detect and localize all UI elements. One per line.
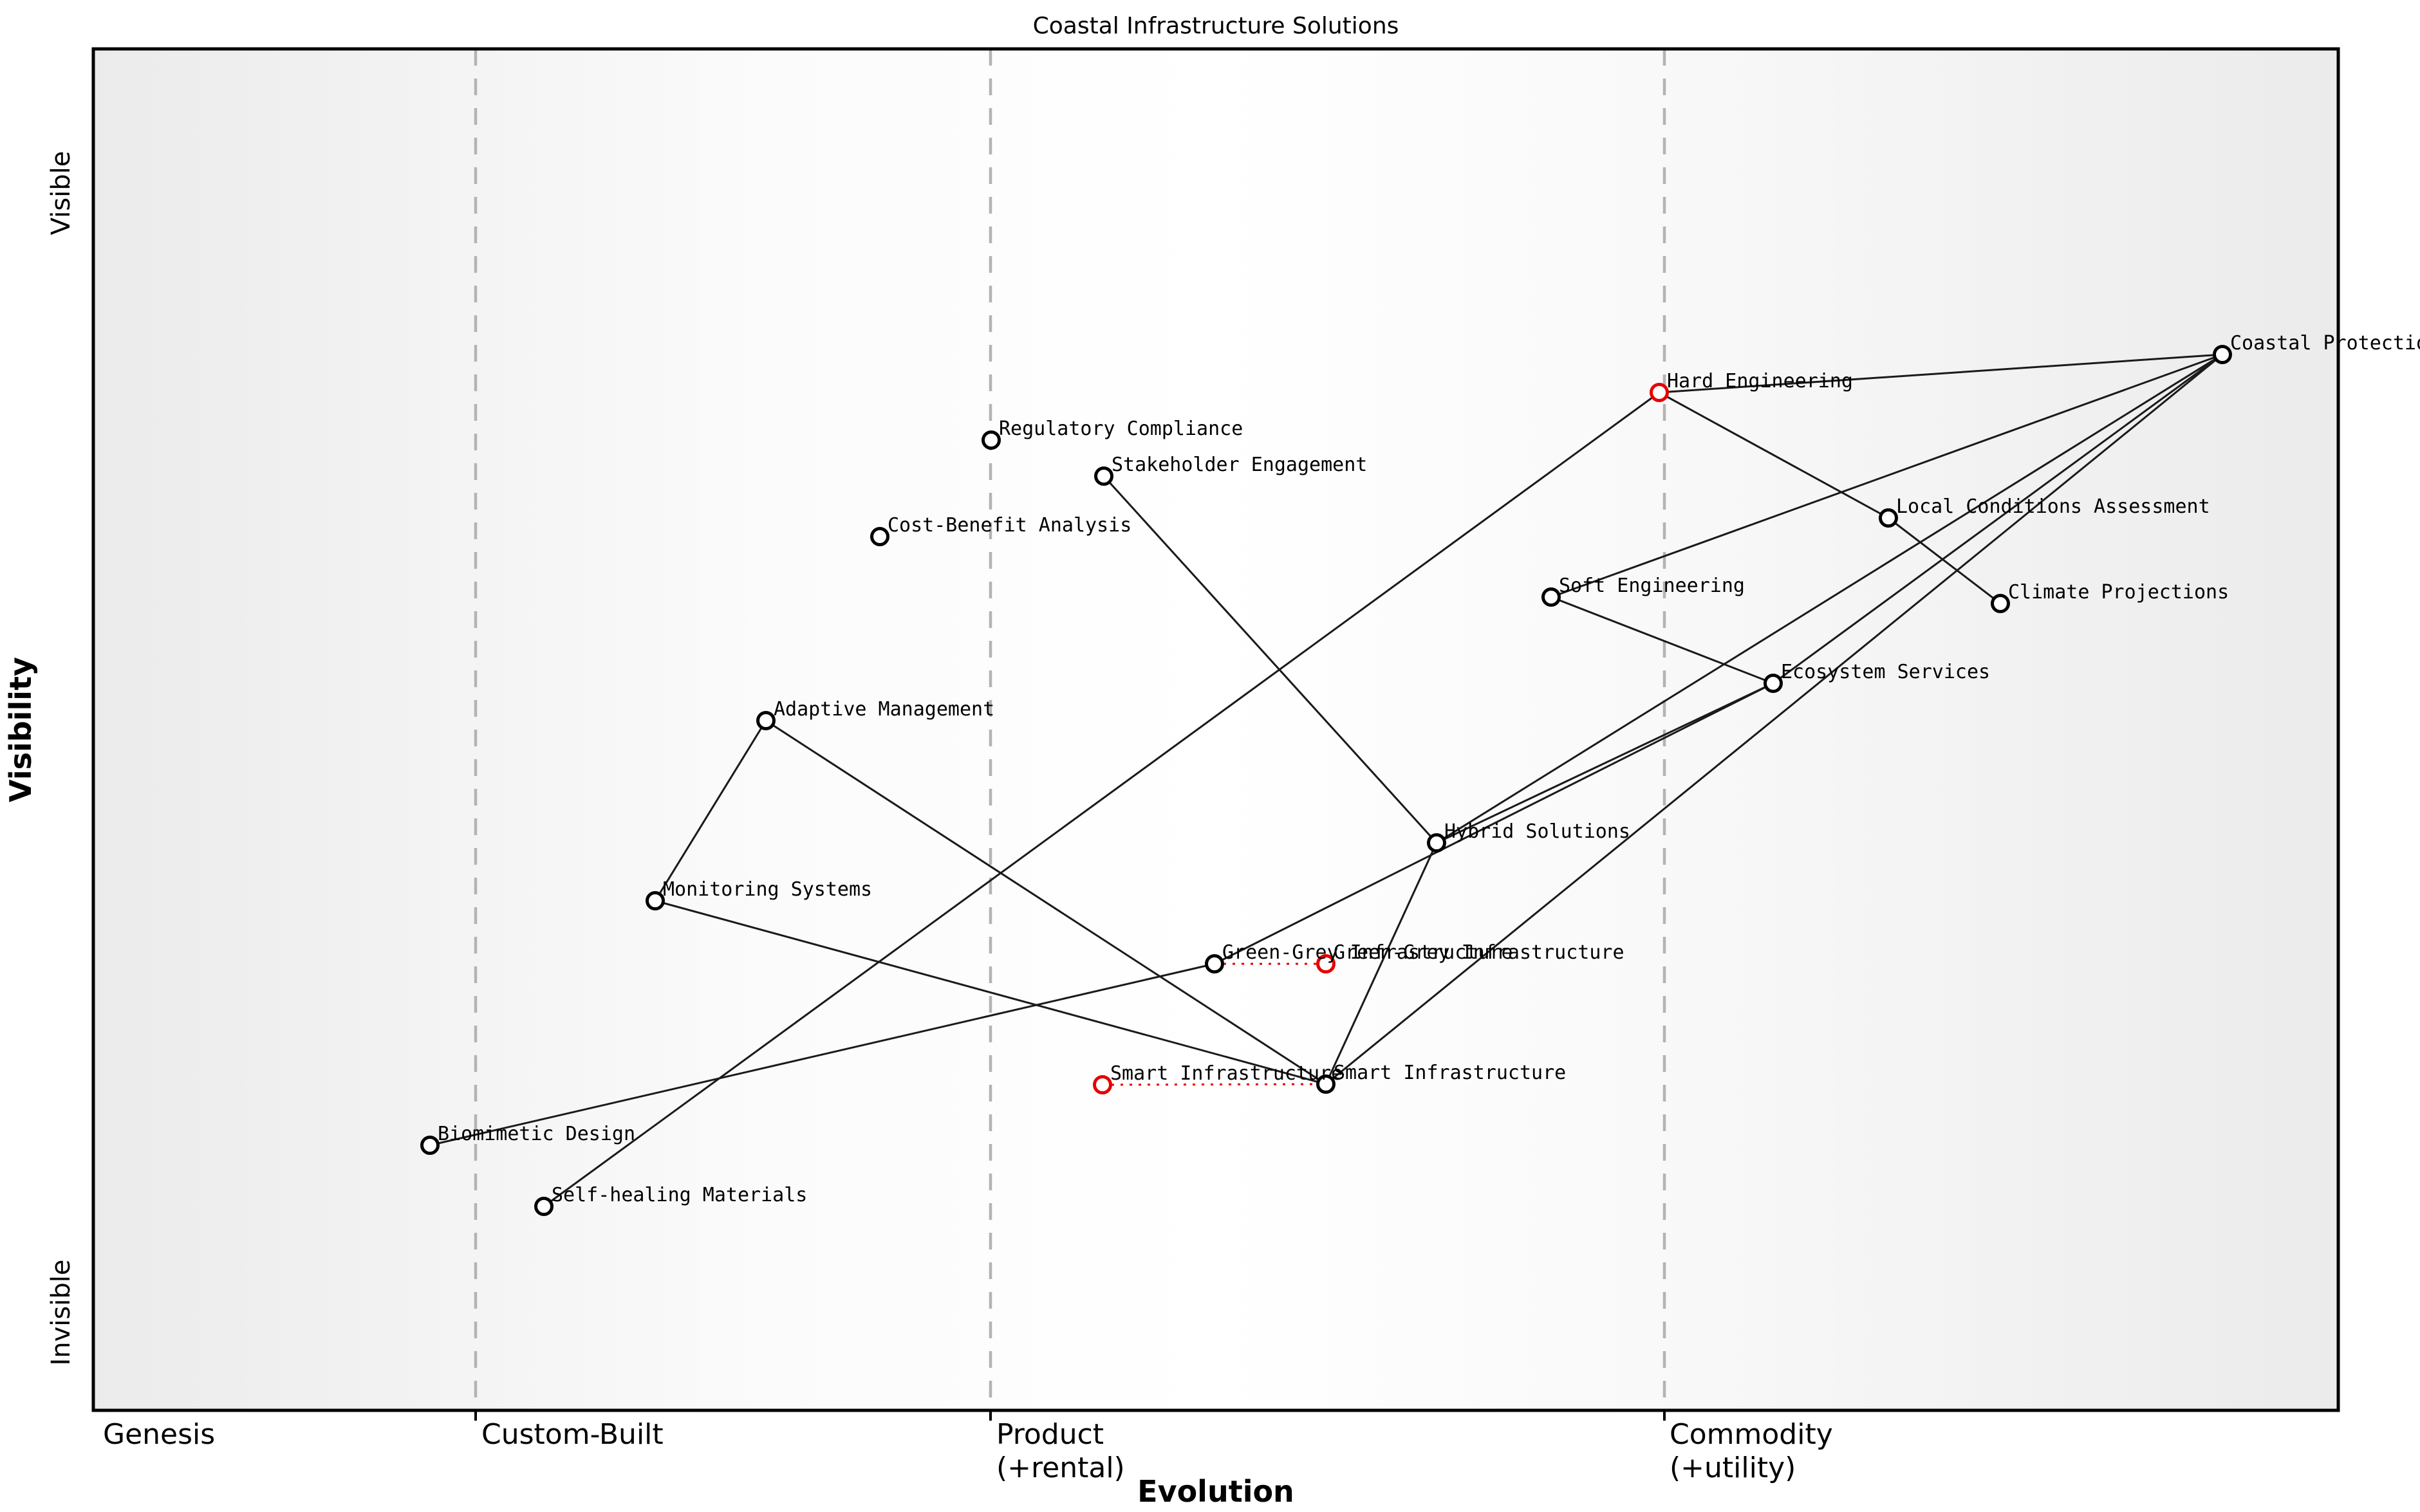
map-title: Coastal Infrastructure Solutions xyxy=(1033,13,1399,39)
y-axis-visible-label: Visible xyxy=(46,151,76,235)
node-label-self-healing-materials: Self-healing Materials xyxy=(552,1184,807,1206)
node-self-healing-materials xyxy=(534,1197,554,1216)
node-label-ecosystem-services: Ecosystem Services xyxy=(1781,661,1990,683)
node-local-conditions-assessment xyxy=(1879,508,1898,528)
node-smart-infrastructure xyxy=(1316,1074,1336,1094)
node-label-monitoring-systems: Monitoring Systems xyxy=(663,878,872,901)
node-label-regulatory-compliance: Regulatory Compliance xyxy=(999,418,1243,440)
evolution-stage-labels: Genesis Custom-Built Product(+rental) Commo… xyxy=(103,1418,1833,1484)
y-axis-title: Visibility xyxy=(3,657,38,802)
edge-coastal-protection--hybrid-solutions xyxy=(1436,353,2223,844)
node-green-grey-infrastructure-evolved xyxy=(1316,954,1336,973)
edge-coastal-protection--ecosystem-services xyxy=(1773,353,2223,685)
node-label-local-conditions-assessment: Local Conditions Assessment xyxy=(1896,495,2210,518)
component-nodes xyxy=(420,345,2232,1216)
axis-labels: Visible Invisible Visibility Evolution G… xyxy=(3,151,1833,1509)
stage-label-commodity: Commodity xyxy=(1670,1418,1833,1451)
stage-label-custom-built: Custom-Built xyxy=(481,1418,664,1451)
node-label-green-grey-infrastructure-evolved: Green-Grey Infrastructure xyxy=(1334,941,1624,964)
node-smart-infrastructure-evolved xyxy=(1093,1075,1112,1094)
edge-biomimetic-design--green-grey-infrastructure xyxy=(429,963,1215,1147)
edge-hard-engineering--local-conditions-assessment xyxy=(1659,391,1889,519)
edge-smart-infrastructure--adaptive-management xyxy=(765,719,1326,1085)
edge-adaptive-management--monitoring-systems xyxy=(654,720,767,901)
node-label-hybrid-solutions: Hybrid Solutions xyxy=(1444,820,1630,843)
stage-sublabel-product: (+rental) xyxy=(996,1452,1125,1484)
node-label-smart-infrastructure: Smart Infrastructure xyxy=(1334,1062,1566,1084)
stage-sublabel-commodity: (+utility) xyxy=(1670,1452,1796,1484)
node-green-grey-infrastructure xyxy=(1205,954,1224,973)
edge-coastal-protection--hard-engineering xyxy=(1659,353,2223,394)
stage-gridlines xyxy=(474,49,1666,1421)
node-label-smart-infrastructure-evolved: Smart Infrastructure xyxy=(1110,1062,1343,1085)
stage-label-genesis: Genesis xyxy=(103,1418,215,1451)
stage-label-product: Product xyxy=(996,1418,1104,1451)
node-regulatory-compliance xyxy=(982,430,1001,450)
node-coastal-protection xyxy=(2213,345,2232,364)
node-label-hard-engineering: Hard Engineering xyxy=(1667,370,1853,392)
y-axis-invisible-label: Invisible xyxy=(46,1260,76,1366)
evolve-links xyxy=(1102,963,1326,1086)
node-ecosystem-services xyxy=(1764,674,1783,693)
edge-hybrid-solutions--smart-infrastructure xyxy=(1325,842,1438,1085)
node-label-climate-projections: Climate Projections xyxy=(2008,581,2229,604)
node-cost-benefit-analysis xyxy=(870,527,889,546)
component-labels: Coastal Protection Hard Engineering Regula… xyxy=(438,332,2420,1206)
plot-frame xyxy=(91,47,2340,1412)
node-label-cost-benefit-analysis: Cost-Benefit Analysis xyxy=(888,514,1131,537)
node-adaptive-management xyxy=(756,711,776,730)
edge-coastal-protection--smart-infrastructure xyxy=(1325,353,2223,1085)
node-label-biomimetic-design: Biomimetic Design xyxy=(438,1123,635,1145)
plot-background xyxy=(93,49,2338,1410)
node-label-adaptive-management: Adaptive Management xyxy=(774,698,994,721)
node-label-green-grey-infrastructure: Green-Grey Infrastructure xyxy=(1222,941,1513,964)
edge-coastal-protection--soft-engineering xyxy=(1550,353,2223,598)
node-stakeholder-engagement xyxy=(1094,466,1113,486)
node-hybrid-solutions xyxy=(1427,833,1446,853)
node-label-soft-engineering: Soft Engineering xyxy=(1559,575,1745,597)
node-climate-projections xyxy=(1991,594,2010,613)
edge-green-grey-infrastructure--ecosystem-services xyxy=(1214,682,1774,965)
edge-soft-engineering--ecosystem-services xyxy=(1550,596,1774,685)
dependency-edges xyxy=(429,353,2223,1208)
edge-hybrid-solutions--ecosystem-services xyxy=(1436,682,1774,844)
node-monitoring-systems xyxy=(646,891,665,910)
edge-stakeholder-engagement--hybrid-solutions xyxy=(1103,475,1438,844)
edge-local-conditions-assessment--climate-projections xyxy=(1888,517,2001,605)
node-hard-engineering xyxy=(1650,383,1669,402)
x-axis-title: Evolution xyxy=(1137,1474,1294,1509)
node-label-coastal-protection: Coastal Protection xyxy=(2230,332,2420,355)
node-soft-engineering xyxy=(1541,587,1561,607)
edge-smart-infrastructure--monitoring-systems xyxy=(655,899,1326,1085)
node-label-stakeholder-engagement: Stakeholder Engagement xyxy=(1112,454,1367,476)
evolve-link-smart-infrastructure-evolved xyxy=(1102,1083,1326,1086)
node-biomimetic-design xyxy=(420,1136,440,1155)
edge-self-healing-materials--hard-engineering xyxy=(543,391,1660,1208)
